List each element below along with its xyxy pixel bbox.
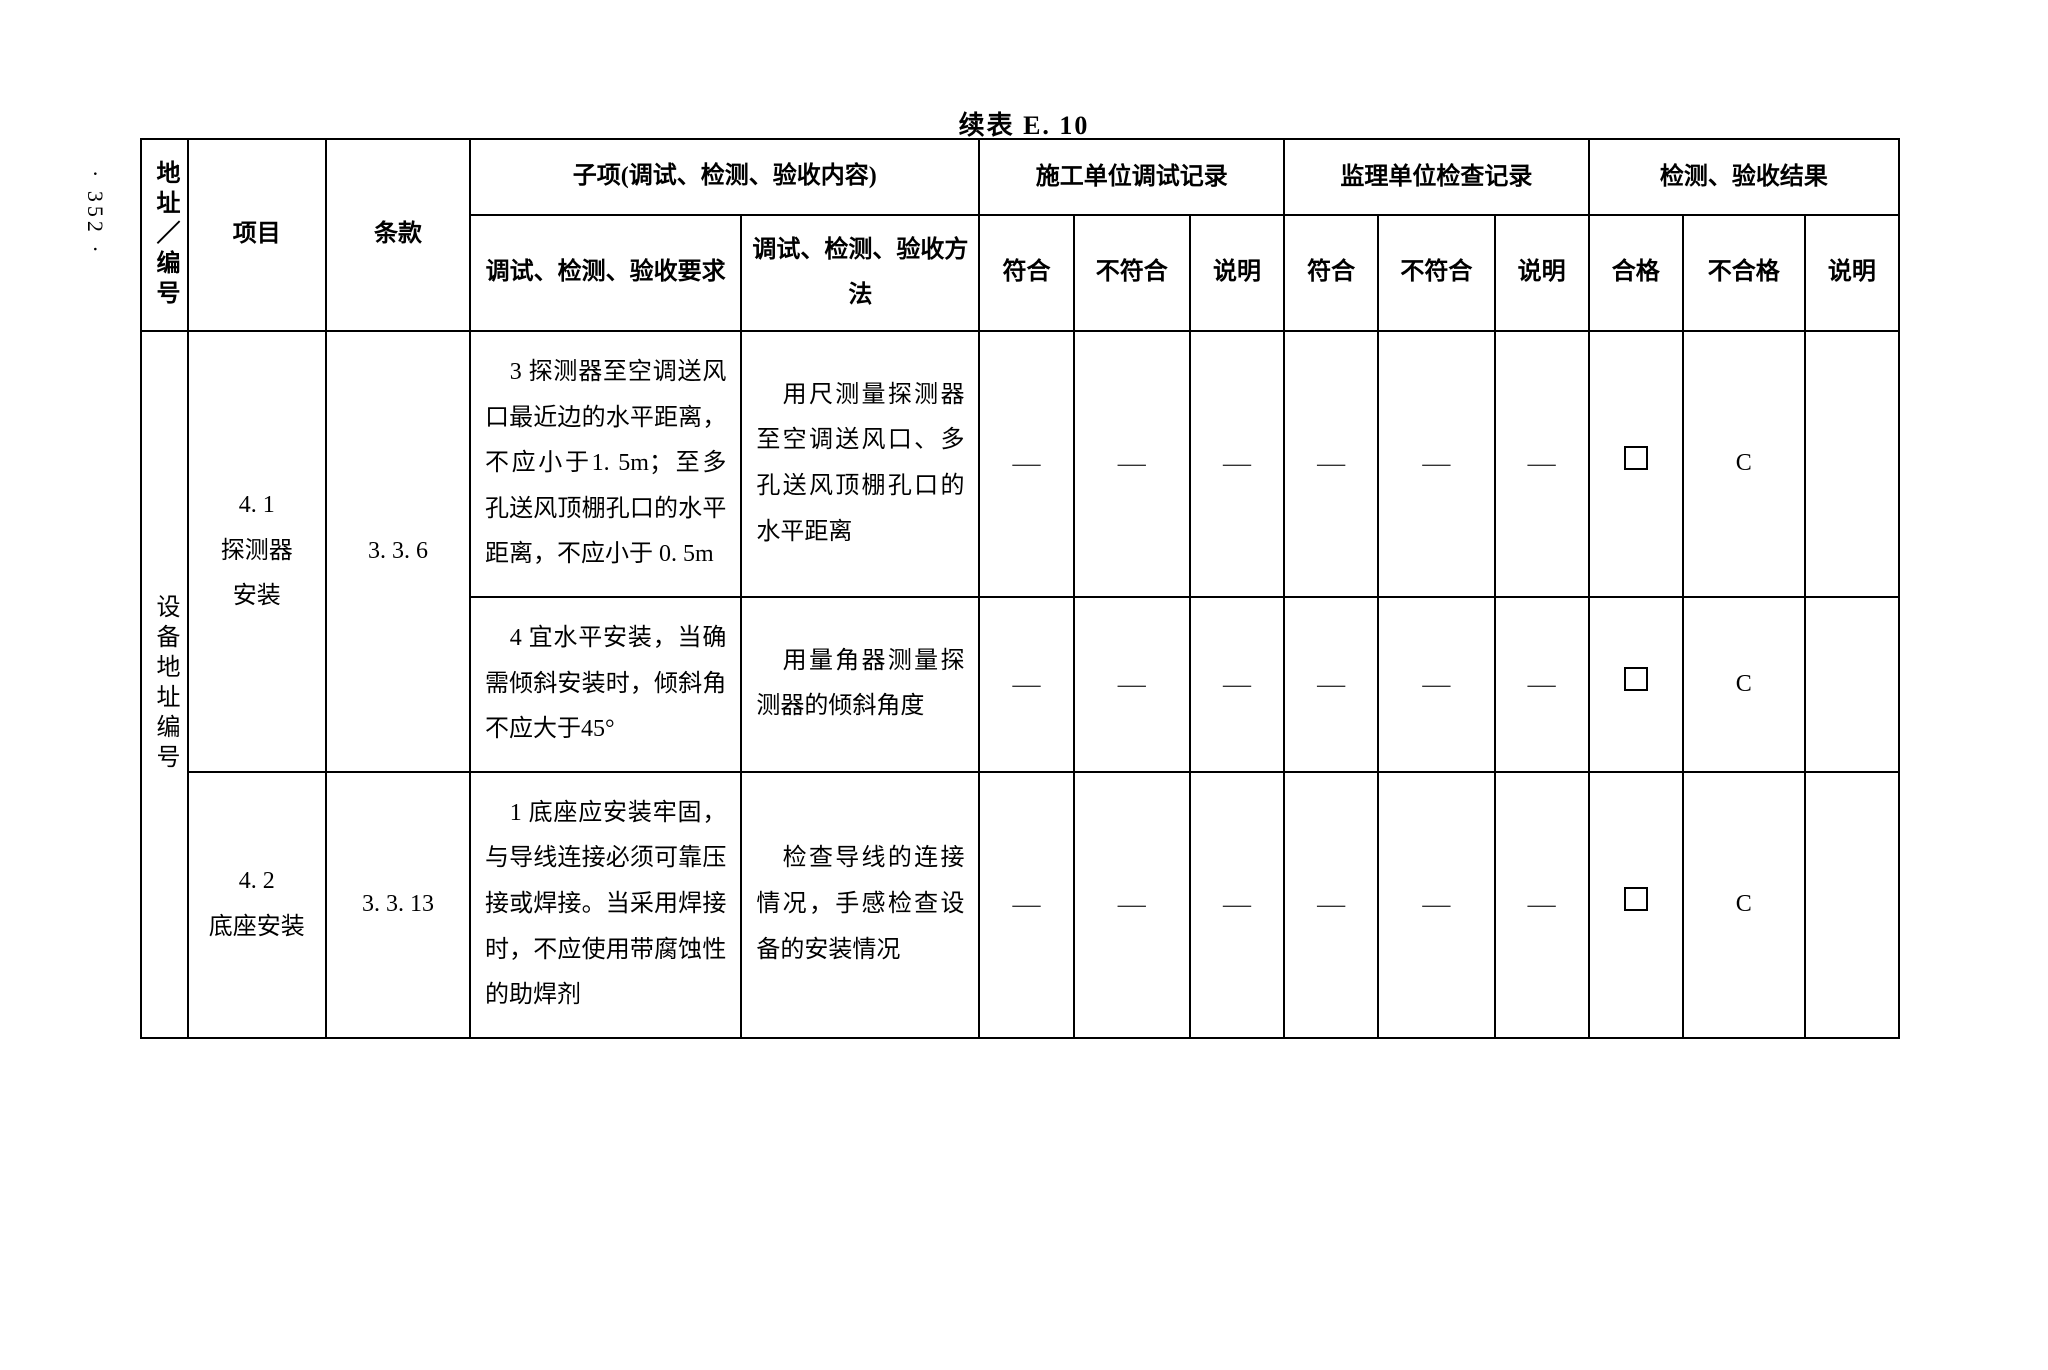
- addr-label: 设备地址编号: [141, 331, 188, 1038]
- hdr-r-fail: 不合格: [1683, 215, 1805, 331]
- cell-s-nonconform: —: [1074, 597, 1190, 772]
- table-header: 地址／编号 项目 条款 子项(调试、检测、验收内容) 施工单位调试记录 监理单位…: [141, 139, 1899, 331]
- cell-r-note: [1805, 331, 1899, 597]
- cell-j-nonconform: —: [1378, 331, 1494, 597]
- hdr-supervision: 监理单位检查记录: [1284, 139, 1589, 215]
- page-title: 续表 E. 10: [0, 105, 2048, 142]
- cell-r-fail: C: [1683, 331, 1805, 597]
- cell-method: 用量角器测量探测器的倾斜角度: [741, 597, 979, 772]
- cell-j-note: —: [1495, 597, 1589, 772]
- cell-r-note: [1805, 772, 1899, 1038]
- hdr-addr: 地址／编号: [141, 139, 188, 331]
- cell-r-fail: C: [1683, 772, 1805, 1038]
- hdr-j-conform: 符合: [1284, 215, 1378, 331]
- cell-s-conform: —: [979, 331, 1073, 597]
- cell-j-nonconform: —: [1378, 772, 1494, 1038]
- cell-clause: 3. 3. 6: [326, 331, 470, 772]
- checkbox-icon: [1624, 667, 1648, 691]
- cell-s-nonconform: —: [1074, 331, 1190, 597]
- hdr-method: 调试、检测、验收方法: [741, 215, 979, 331]
- cell-r-pass: [1589, 772, 1683, 1038]
- cell-r-note: [1805, 597, 1899, 772]
- cell-r-pass: [1589, 331, 1683, 597]
- cell-req: 4 宜水平安装，当确需倾斜安装时，倾斜角不应大于45°: [470, 597, 741, 772]
- cell-j-conform: —: [1284, 331, 1378, 597]
- hdr-s-conform: 符合: [979, 215, 1073, 331]
- hdr-r-pass: 合格: [1589, 215, 1683, 331]
- hdr-subitem: 子项(调试、检测、验收内容): [470, 139, 980, 215]
- cell-j-conform: —: [1284, 597, 1378, 772]
- cell-j-note: —: [1495, 331, 1589, 597]
- checkbox-icon: [1624, 446, 1648, 470]
- cell-r-pass: [1589, 597, 1683, 772]
- cell-j-note: —: [1495, 772, 1589, 1038]
- cell-project: 4. 1 探测器 安装: [188, 331, 326, 772]
- cell-s-conform: —: [979, 597, 1073, 772]
- table-body: 设备地址编号 4. 1 探测器 安装 3. 3. 6 3 探测器至空调送风口最近…: [141, 331, 1899, 1038]
- cell-req: 1 底座应安装牢固，与导线连接必须可靠压接或焊接。当采用焊接时，不应使用带腐蚀性…: [470, 772, 741, 1038]
- hdr-project: 项目: [188, 139, 326, 331]
- hdr-req: 调试、检测、验收要求: [470, 215, 741, 331]
- page-number: · 352 ·: [82, 170, 108, 257]
- cell-s-note: —: [1190, 772, 1284, 1038]
- cell-method: 检查导线的连接情况，手感检查设备的安装情况: [741, 772, 979, 1038]
- hdr-j-nonconform: 不符合: [1378, 215, 1494, 331]
- table-container: 地址／编号 项目 条款 子项(调试、检测、验收内容) 施工单位调试记录 监理单位…: [140, 138, 1900, 1039]
- cell-project: 4. 2 底座安装: [188, 772, 326, 1038]
- hdr-construction: 施工单位调试记录: [979, 139, 1284, 215]
- checkbox-icon: [1624, 887, 1648, 911]
- hdr-clause: 条款: [326, 139, 470, 331]
- hdr-s-note: 说明: [1190, 215, 1284, 331]
- hdr-s-nonconform: 不符合: [1074, 215, 1190, 331]
- cell-j-nonconform: —: [1378, 597, 1494, 772]
- hdr-r-note: 说明: [1805, 215, 1899, 331]
- cell-s-note: —: [1190, 331, 1284, 597]
- cell-r-fail: C: [1683, 597, 1805, 772]
- inspection-table: 地址／编号 项目 条款 子项(调试、检测、验收内容) 施工单位调试记录 监理单位…: [140, 138, 1900, 1039]
- cell-j-conform: —: [1284, 772, 1378, 1038]
- hdr-result: 检测、验收结果: [1589, 139, 1899, 215]
- cell-s-note: —: [1190, 597, 1284, 772]
- cell-s-conform: —: [979, 772, 1073, 1038]
- cell-s-nonconform: —: [1074, 772, 1190, 1038]
- cell-req: 3 探测器至空调送风口最近边的水平距离，不应小于1. 5m；至多孔送风顶棚孔口的…: [470, 331, 741, 597]
- cell-clause: 3. 3. 13: [326, 772, 470, 1038]
- cell-method: 用尺测量探测器至空调送风口、多孔送风顶棚孔口的水平距离: [741, 331, 979, 597]
- table-row: 4. 2 底座安装 3. 3. 13 1 底座应安装牢固，与导线连接必须可靠压接…: [141, 772, 1899, 1038]
- hdr-j-note: 说明: [1495, 215, 1589, 331]
- table-row: 设备地址编号 4. 1 探测器 安装 3. 3. 6 3 探测器至空调送风口最近…: [141, 331, 1899, 597]
